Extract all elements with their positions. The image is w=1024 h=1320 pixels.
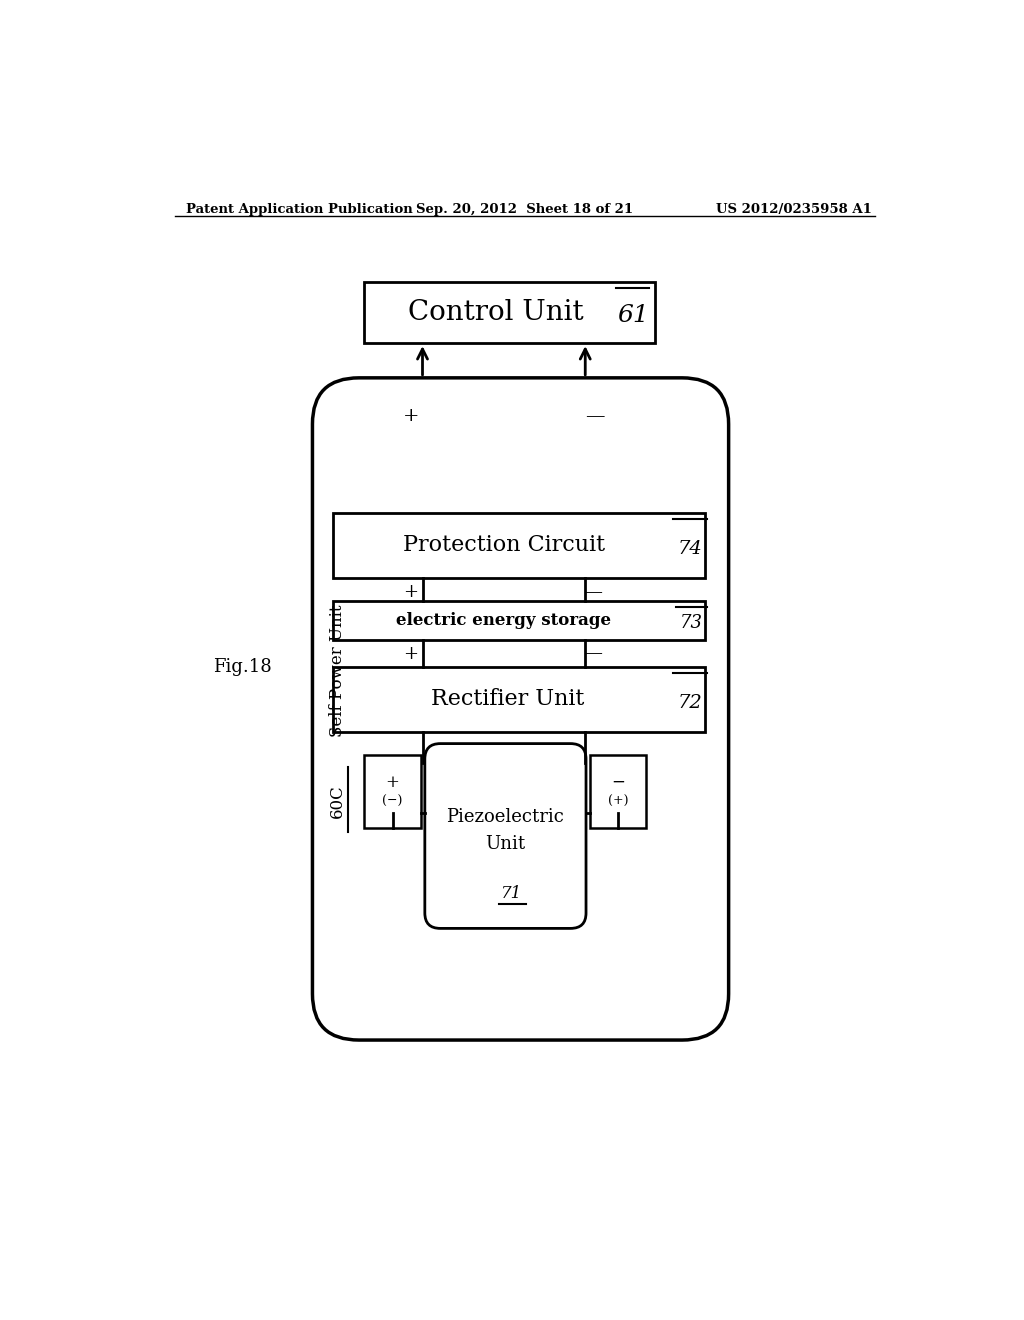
Text: 71: 71 xyxy=(501,886,522,903)
Text: Sep. 20, 2012  Sheet 18 of 21: Sep. 20, 2012 Sheet 18 of 21 xyxy=(416,203,634,216)
Text: Unit: Unit xyxy=(485,834,525,853)
FancyBboxPatch shape xyxy=(425,743,586,928)
Text: Piezoelectric: Piezoelectric xyxy=(446,808,564,826)
Text: electric energy storage: electric energy storage xyxy=(396,612,611,628)
FancyBboxPatch shape xyxy=(312,378,729,1040)
Text: —: — xyxy=(585,408,604,425)
Text: +: + xyxy=(403,644,419,663)
Text: Protection Circuit: Protection Circuit xyxy=(402,535,605,556)
Text: +: + xyxy=(402,408,419,425)
Text: +: + xyxy=(386,774,399,791)
Bar xyxy=(365,755,421,829)
Text: 60C: 60C xyxy=(329,784,346,818)
Text: —: — xyxy=(584,583,602,601)
Text: 72: 72 xyxy=(678,694,702,713)
Text: Rectifier Unit: Rectifier Unit xyxy=(431,688,585,710)
Bar xyxy=(334,601,706,640)
Text: (+): (+) xyxy=(608,795,629,808)
Text: Patent Application Publication: Patent Application Publication xyxy=(186,203,413,216)
Bar xyxy=(334,667,706,733)
Bar xyxy=(590,755,646,829)
Text: 61: 61 xyxy=(617,304,649,327)
Bar xyxy=(365,281,655,343)
Text: —: — xyxy=(584,644,602,663)
Text: Control Unit: Control Unit xyxy=(408,298,584,326)
Text: Fig.18: Fig.18 xyxy=(213,657,272,676)
Text: 73: 73 xyxy=(680,615,702,632)
Text: (−): (−) xyxy=(383,795,402,808)
Text: +: + xyxy=(403,583,419,601)
Text: US 2012/0235958 A1: US 2012/0235958 A1 xyxy=(716,203,872,216)
Text: −: − xyxy=(611,774,625,791)
Text: Self Power Unit: Self Power Unit xyxy=(329,605,346,737)
Bar xyxy=(334,512,706,578)
Text: 74: 74 xyxy=(678,540,702,558)
